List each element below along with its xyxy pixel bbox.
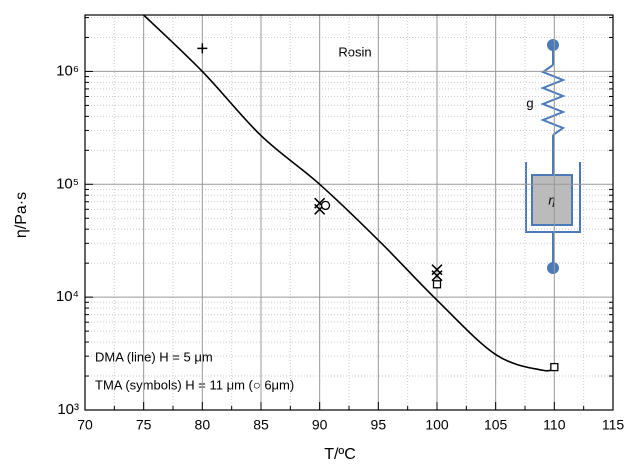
x-tick-label: 90 <box>312 417 328 433</box>
x-tick-label: 95 <box>371 417 387 433</box>
x-tick-label: 85 <box>253 417 269 433</box>
plot: 70 75 80 85 90 95 100 105 110 115 10³ 10⁴ 10⁵ 10⁶ <box>56 14 625 433</box>
x-tick-label: 100 <box>425 417 449 433</box>
marker-square <box>432 280 442 289</box>
y-tick-label: 10⁴ <box>56 288 79 305</box>
model-diagram <box>525 39 581 274</box>
marker-plus <box>197 43 208 54</box>
x-tick-label: 115 <box>602 417 625 433</box>
x-tick-label: 110 <box>543 417 566 433</box>
annotation: Rosin <box>338 44 371 59</box>
x-tick-label: 105 <box>484 417 508 433</box>
x-axis-label: T/ºC <box>324 446 356 463</box>
x-tick-label: 80 <box>195 417 211 433</box>
y-tick-label: 10³ <box>57 401 79 418</box>
annotation: TMA (symbols) H = 11 μm (○ 6μm) <box>95 377 294 392</box>
annotation: g <box>526 95 533 110</box>
data-line <box>143 15 555 372</box>
y-tick-label: 10⁵ <box>56 175 79 192</box>
plot-frame <box>84 14 614 411</box>
x-tick-label: 70 <box>77 417 93 433</box>
marker-square <box>550 362 559 372</box>
marker-cross <box>431 270 443 282</box>
annotation: DMA (line) H = 5 μm <box>95 349 213 364</box>
y-axis-label: η/Pa·s <box>13 192 30 238</box>
y-tick-label: 10⁶ <box>56 62 79 79</box>
marker-circle <box>320 200 331 211</box>
x-tick-label: 75 <box>136 417 152 433</box>
annotation: η <box>548 192 555 207</box>
